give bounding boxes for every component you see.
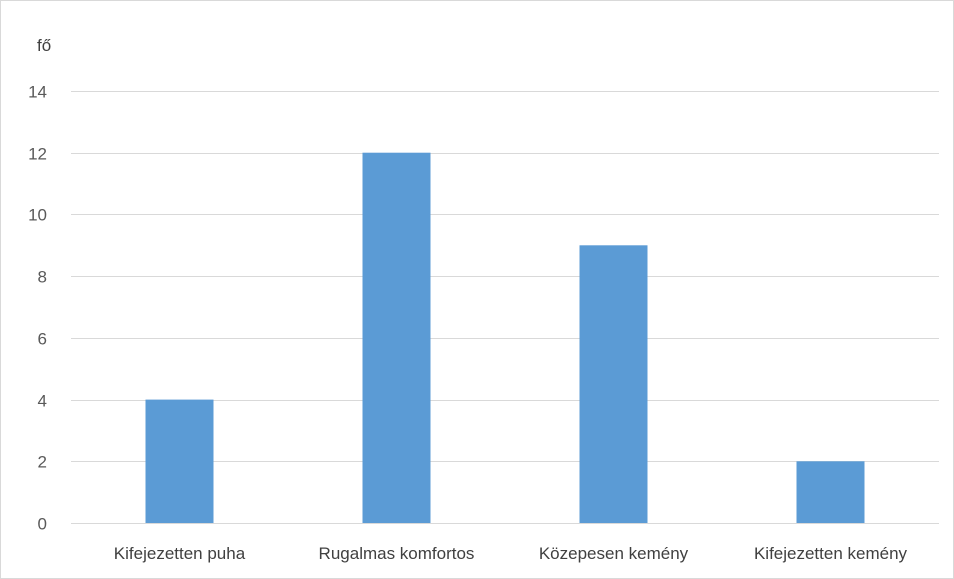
y-tick-label: 12 xyxy=(28,145,47,164)
y-axis-ticks: 0 2 4 6 8 10 12 14 xyxy=(28,83,47,534)
bar-4 xyxy=(796,461,865,523)
y-tick-label: 6 xyxy=(38,330,47,349)
x-category-label: Közepesen kemény xyxy=(539,544,689,563)
y-tick-label: 0 xyxy=(38,515,47,534)
y-axis-unit-label: fő xyxy=(37,36,51,55)
bar-1 xyxy=(145,399,214,523)
bar-3 xyxy=(579,245,648,524)
x-axis-categories: Kifejezetten puha Rugalmas komfortos Közep… xyxy=(114,544,908,563)
y-tick-label: 4 xyxy=(38,392,47,411)
x-category-label: Kifejezetten kemény xyxy=(754,544,908,563)
bar-2 xyxy=(362,152,431,523)
gridlines xyxy=(71,91,939,524)
x-category-label: Kifejezetten puha xyxy=(114,544,246,563)
x-category-label: Rugalmas komfortos xyxy=(319,544,475,563)
y-tick-label: 14 xyxy=(28,83,47,102)
y-tick-label: 10 xyxy=(28,206,47,225)
y-tick-label: 8 xyxy=(38,268,47,287)
bars xyxy=(145,152,865,524)
y-tick-label: 2 xyxy=(38,453,47,472)
